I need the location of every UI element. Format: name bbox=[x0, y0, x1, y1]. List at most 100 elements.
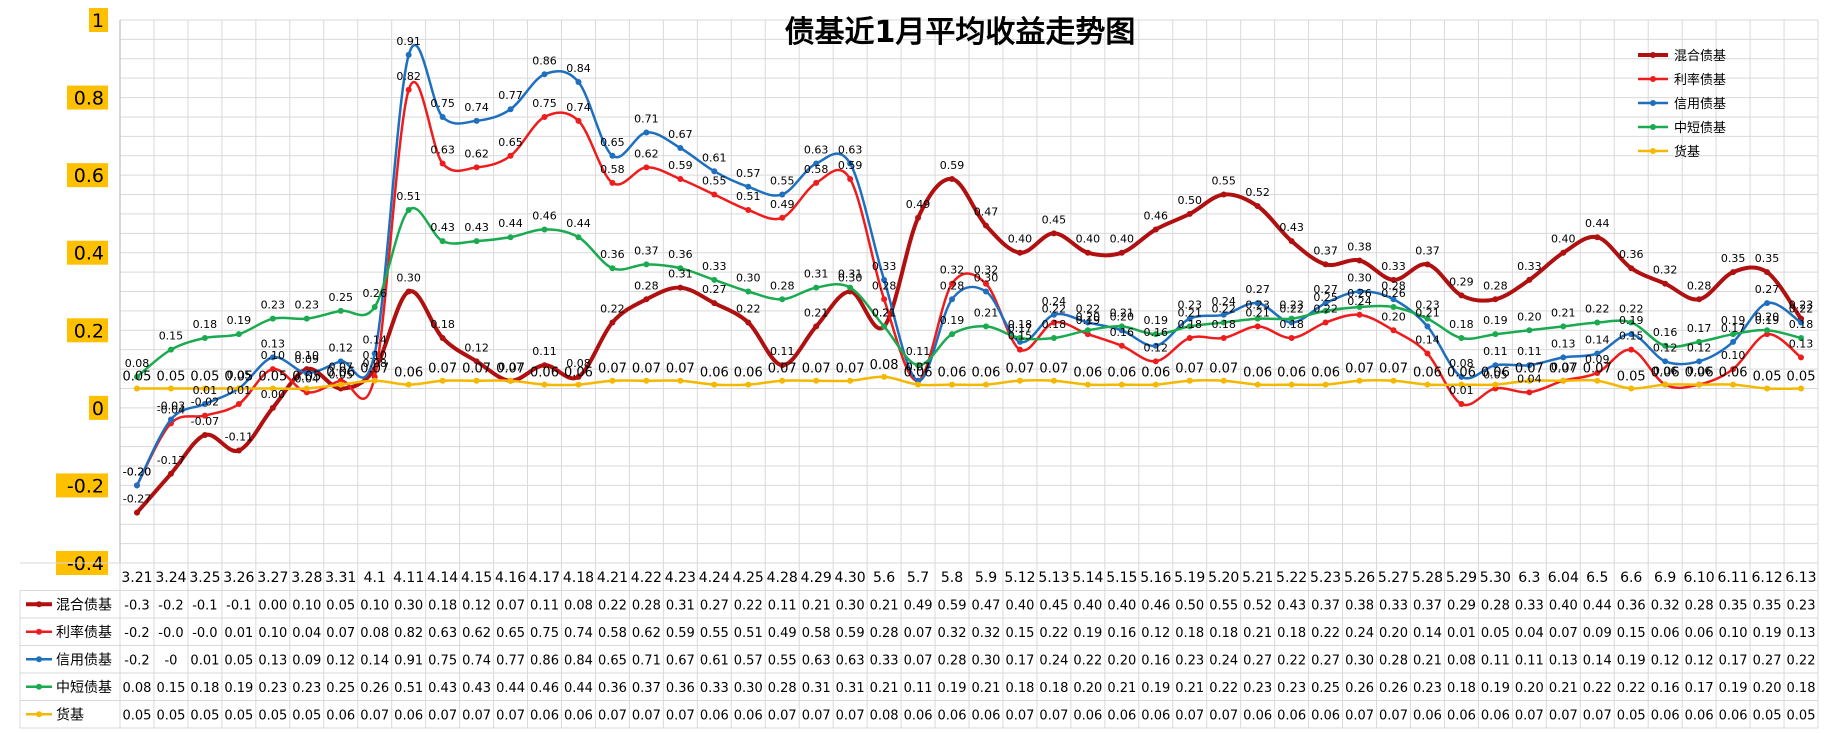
data-point bbox=[745, 319, 752, 326]
data-point bbox=[982, 222, 989, 229]
table-cell: 0.22 bbox=[1209, 681, 1238, 696]
data-label: 0.59 bbox=[838, 159, 863, 172]
table-cell: 0.16 bbox=[1651, 681, 1680, 696]
table-cell: 0.30 bbox=[836, 598, 865, 613]
data-label: 0.11 bbox=[770, 345, 795, 358]
data-label: 0.19 bbox=[227, 314, 252, 327]
table-cell: 0.37 bbox=[632, 681, 661, 696]
data-label: 0.22 bbox=[1211, 303, 1236, 316]
table-cell: -0.0 bbox=[158, 626, 183, 641]
data-labels: -0.27 -0.17 -0.07 -0.11 0.00 0.10 0.05 0.10 0.30… bbox=[123, 35, 1816, 506]
data-label: 0.22 bbox=[1313, 303, 1338, 316]
data-point bbox=[915, 362, 922, 369]
legend-label: 利率债基 bbox=[1674, 72, 1726, 88]
data-point bbox=[1288, 315, 1295, 322]
data-label: 0.08 bbox=[566, 357, 591, 370]
data-label: 0.55 bbox=[702, 175, 727, 188]
data-point bbox=[201, 385, 208, 392]
table-cell: 0.37 bbox=[1413, 598, 1442, 613]
data-label: 0.05 bbox=[1753, 369, 1782, 384]
data-point bbox=[1254, 300, 1261, 307]
data-label: 0.44 bbox=[566, 217, 591, 230]
table-cell: 0.10 bbox=[360, 598, 389, 613]
table-cell: 0.57 bbox=[734, 653, 763, 668]
data-label: 0.33 bbox=[702, 260, 727, 273]
table-cell: 0.30 bbox=[734, 681, 763, 696]
data-point bbox=[1220, 191, 1227, 198]
data-point bbox=[745, 207, 752, 214]
table-legend-marker bbox=[36, 656, 42, 663]
table-cell: 0.91 bbox=[394, 653, 423, 668]
table-cell: 0.01 bbox=[1447, 626, 1476, 641]
data-label: 0.10 bbox=[295, 349, 320, 362]
data-label: -0.20 bbox=[123, 465, 151, 478]
data-label: 0.21 bbox=[1110, 306, 1135, 319]
data-label: 0.05 bbox=[190, 369, 219, 384]
data-label: 0.17 bbox=[1687, 322, 1712, 335]
data-label: 0.08 bbox=[1449, 357, 1474, 370]
data-point bbox=[1492, 362, 1499, 369]
data-label: 0.35 bbox=[1721, 252, 1746, 265]
data-point bbox=[167, 346, 174, 353]
data-label: 0.05 bbox=[1617, 369, 1646, 384]
data-point bbox=[1594, 350, 1601, 357]
data-point bbox=[1458, 373, 1465, 380]
x-tick-label: 6.13 bbox=[1785, 570, 1816, 586]
data-label: 0.46 bbox=[532, 209, 557, 222]
data-label: 0.36 bbox=[1619, 248, 1644, 261]
table-cell: 0.31 bbox=[666, 598, 695, 613]
data-label: 0.63 bbox=[838, 144, 863, 157]
y-tick-label: 0.4 bbox=[74, 243, 104, 265]
data-point bbox=[609, 152, 616, 159]
data-label: 0.16 bbox=[1110, 326, 1135, 339]
table-cell: 0.08 bbox=[123, 681, 152, 696]
table-cell: 0.05 bbox=[156, 708, 185, 723]
y-tick-highlight bbox=[89, 8, 108, 32]
table-cell: 0.07 bbox=[1549, 626, 1578, 641]
x-tick-label: 3.21 bbox=[121, 570, 152, 586]
data-label: 0.10 bbox=[362, 349, 387, 362]
data-point bbox=[745, 183, 752, 190]
data-label: 0.28 bbox=[634, 279, 659, 292]
table-cell: 0.06 bbox=[1481, 708, 1510, 723]
data-label: 0.63 bbox=[804, 144, 829, 157]
data-label: 0.08 bbox=[362, 357, 387, 370]
data-label: 0.31 bbox=[838, 268, 863, 281]
data-label: 0.37 bbox=[1415, 244, 1440, 257]
data-point bbox=[677, 284, 684, 291]
data-label: 0.13 bbox=[261, 337, 286, 350]
legend-marker bbox=[1650, 76, 1656, 82]
x-tick-label: 6.10 bbox=[1684, 570, 1715, 586]
data-point bbox=[881, 323, 888, 330]
data-label: 0.23 bbox=[1789, 299, 1814, 312]
data-label: 0.05 bbox=[292, 369, 321, 384]
data-point bbox=[982, 381, 989, 388]
data-point bbox=[1084, 327, 1091, 334]
data-point bbox=[711, 191, 718, 198]
data-label: 0.10 bbox=[261, 349, 286, 362]
data-point bbox=[1730, 269, 1737, 276]
data-label: 0.07 bbox=[768, 362, 797, 377]
data-label: 0.25 bbox=[1313, 291, 1338, 304]
data-point bbox=[982, 288, 989, 295]
x-tick-label: 5.21 bbox=[1242, 570, 1273, 586]
data-point bbox=[1730, 366, 1737, 373]
table-cell: 0.65 bbox=[496, 626, 525, 641]
table-cell: 0.35 bbox=[1719, 598, 1748, 613]
table-cell: 0.08 bbox=[360, 626, 389, 641]
legend-label: 混合债基 bbox=[1674, 49, 1726, 64]
data-label: 0.07 bbox=[1175, 362, 1204, 377]
data-label: 0.11 bbox=[906, 345, 931, 358]
data-point bbox=[1186, 210, 1193, 217]
data-label: 0.63 bbox=[430, 144, 455, 157]
table-cell: 0.67 bbox=[666, 653, 695, 668]
table-cell: -0.1 bbox=[226, 598, 251, 613]
data-label: 0.18 bbox=[1211, 318, 1236, 331]
table-cell: 0.71 bbox=[632, 653, 661, 668]
data-label: 0.06 bbox=[1481, 366, 1510, 381]
data-point bbox=[269, 354, 276, 361]
table-cell: 0.19 bbox=[1719, 681, 1748, 696]
x-tick-label: 5.15 bbox=[1106, 570, 1137, 586]
table-cell: 0.44 bbox=[496, 681, 525, 696]
table-cell: 0.65 bbox=[598, 653, 627, 668]
